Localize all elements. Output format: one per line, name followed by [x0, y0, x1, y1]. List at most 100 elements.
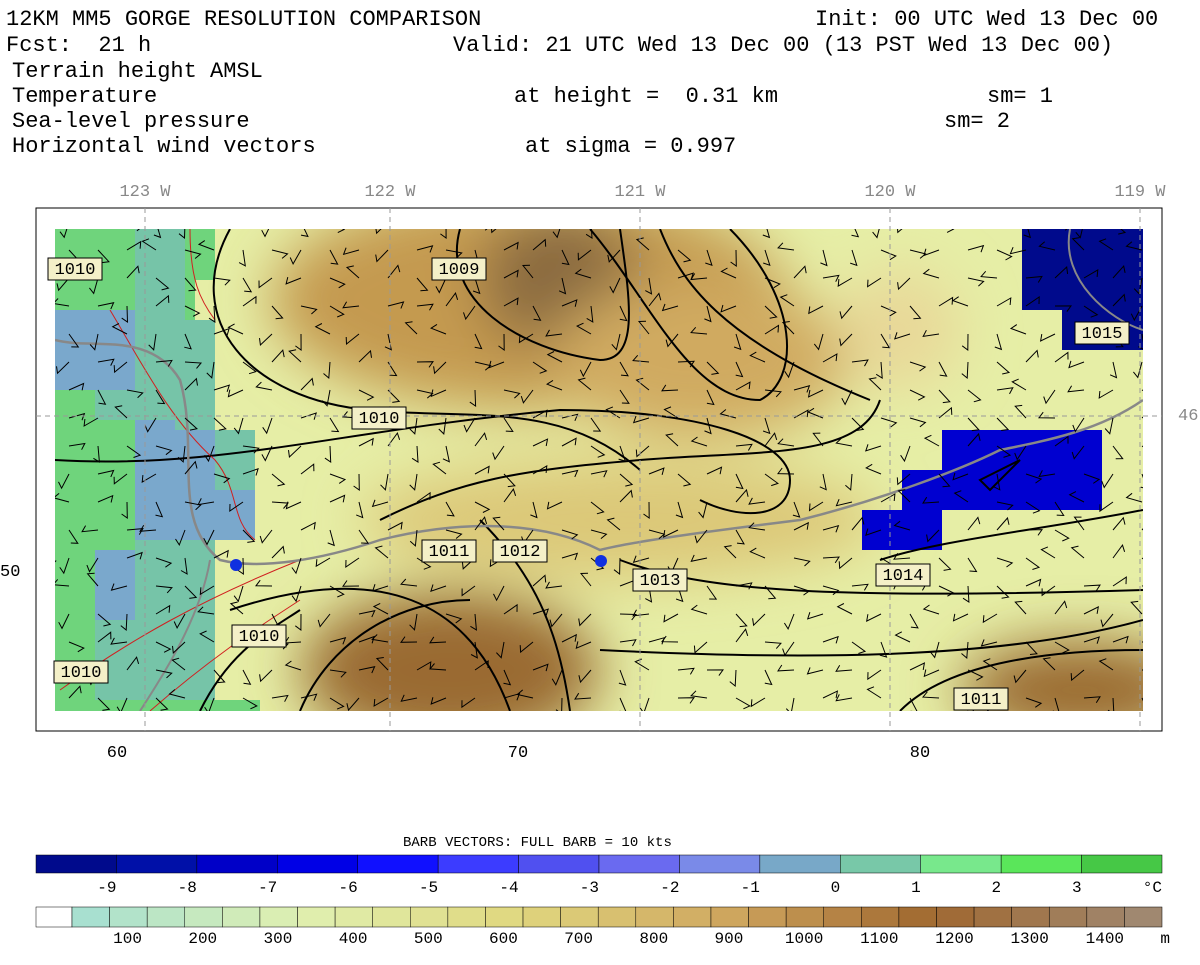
wind-barb: [474, 333, 483, 350]
color-box: [184, 906, 223, 928]
wind-barb: [197, 606, 215, 615]
color-box: [598, 854, 680, 874]
wind-barb: [503, 269, 519, 279]
wind-barb: [93, 445, 100, 463]
wind-barb: [813, 333, 824, 351]
wind-barb: [851, 583, 869, 591]
wind-barb: [662, 529, 679, 538]
legend-label: -7: [258, 879, 277, 897]
wind-barb: [430, 323, 447, 335]
color-box: [109, 906, 148, 928]
wind-barb: [822, 524, 840, 533]
wind-barb: [58, 613, 70, 630]
wind-barb: [1118, 229, 1127, 235]
wind-barb: [996, 445, 1012, 458]
wind-barb: [496, 641, 505, 659]
wind-barb: [866, 613, 882, 622]
wind-barb: [503, 297, 519, 307]
wind-barb: [575, 641, 592, 650]
wind-barb: [893, 552, 911, 560]
wind-barb: [841, 389, 853, 406]
legend-unit: °C: [1143, 879, 1162, 897]
wind-barb: [1054, 305, 1072, 312]
wind-barb: [897, 277, 911, 291]
wind-barb: [329, 473, 347, 484]
contour-label-box: [421, 539, 477, 563]
legend-unit: m: [1160, 930, 1170, 948]
field-name: Temperature: [12, 84, 157, 109]
wind-barb: [1040, 546, 1056, 559]
wind-barb: [872, 229, 880, 239]
wind-barb: [961, 361, 969, 380]
wind-barb: [1025, 349, 1039, 363]
wind-barb: [229, 501, 244, 512]
wind-barb: [197, 498, 215, 506]
wind-barb: [199, 585, 215, 596]
legend-label: 500: [414, 930, 443, 948]
wind-barb: [1025, 529, 1043, 536]
color-box: [35, 854, 117, 874]
wind-barb: [271, 349, 285, 363]
field-name: Terrain height AMSL: [12, 59, 263, 84]
wind-barb: [155, 501, 164, 518]
contour-label: 1010: [239, 628, 280, 647]
wind-barb: [445, 292, 459, 307]
contour-label: 1012: [500, 543, 541, 562]
wind-barb: [579, 572, 592, 587]
wind-barb: [820, 249, 828, 267]
color-box: [71, 906, 110, 928]
wind-barb: [375, 657, 389, 671]
contour-label-box: [953, 687, 1009, 711]
legend-label: 700: [564, 930, 593, 948]
wind-barb: [839, 333, 853, 347]
wind-barb: [83, 417, 99, 427]
x-label: 60: [107, 744, 127, 763]
wind-barb: [792, 501, 801, 518]
wind-barb: [578, 613, 592, 627]
wind-barb: [607, 249, 621, 263]
wind-barb: [358, 610, 376, 618]
legend-label: 1300: [1010, 930, 1048, 948]
wind-barb: [996, 297, 1012, 307]
wind-barb: [153, 229, 162, 239]
wind-barb: [879, 641, 888, 658]
wind-barb: [353, 473, 360, 491]
wind-barb: [342, 580, 360, 587]
lon-label: 121 W: [614, 183, 666, 202]
wind-barb: [1025, 296, 1040, 307]
wind-barb: [677, 697, 695, 704]
wind-barb: [967, 389, 982, 403]
wind-barb: [735, 697, 751, 710]
wind-barb: [735, 628, 749, 643]
wind-barb: [404, 321, 418, 335]
wind-barb: [938, 473, 951, 488]
contour-label: 1010: [359, 410, 400, 429]
wind-barb: [113, 473, 128, 485]
wind-barb: [461, 585, 476, 597]
wind-barb: [694, 529, 708, 544]
legend-label: -2: [660, 879, 679, 897]
wind-barb: [259, 333, 273, 347]
wind-barb: [635, 377, 650, 391]
wind-barb: [472, 277, 481, 295]
wind-barb: [329, 277, 346, 289]
wind-barb: [938, 557, 952, 571]
wind-barb: [706, 669, 724, 676]
station: [230, 559, 242, 571]
wind-barb: [498, 333, 505, 351]
wind-barb: [329, 637, 347, 645]
wind-barb: [520, 389, 534, 404]
x-label: 80: [910, 744, 930, 763]
contour-label-box: [875, 563, 931, 587]
wind-barb: [81, 525, 99, 533]
wind-barb: [139, 525, 157, 532]
wind-barb: [868, 377, 882, 391]
wind-barb: [400, 694, 418, 702]
wind-barb: [213, 473, 231, 484]
wind-barb: [89, 333, 99, 351]
wind-barb: [259, 669, 273, 683]
wind-barb: [748, 497, 766, 505]
lat-label: 50: [0, 563, 20, 582]
color-box: [259, 906, 298, 928]
wind-barb: [387, 361, 398, 377]
